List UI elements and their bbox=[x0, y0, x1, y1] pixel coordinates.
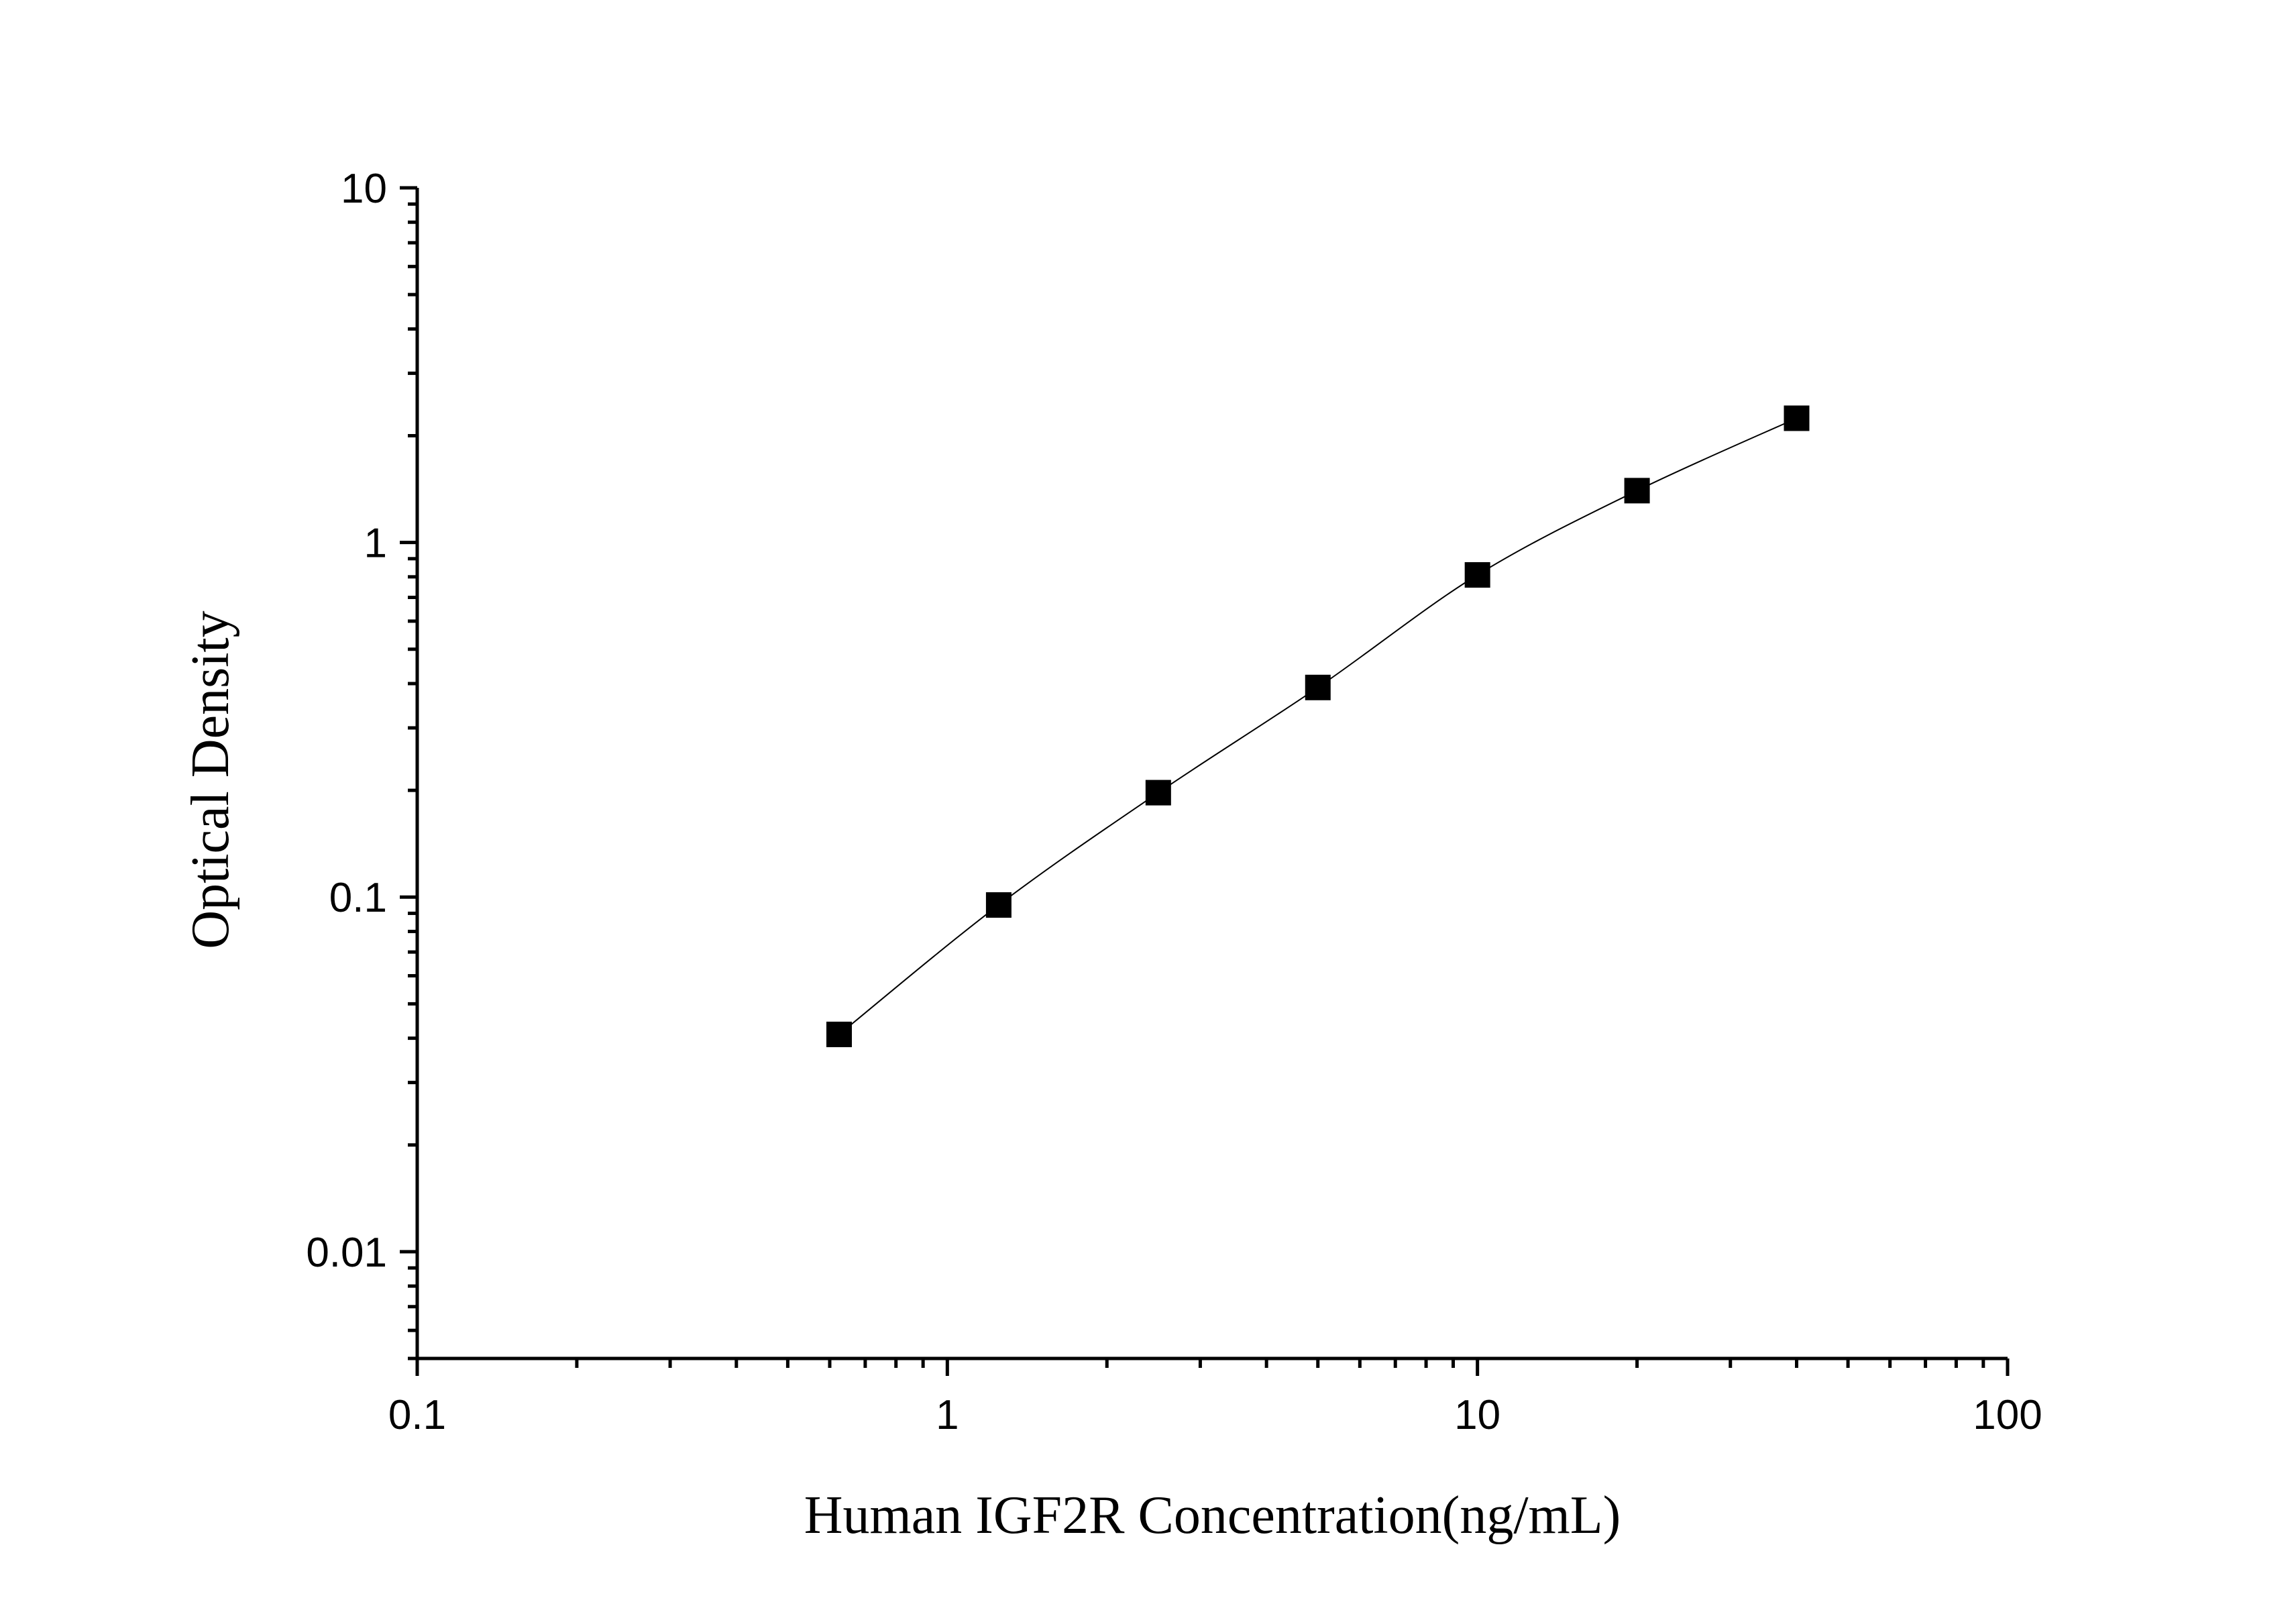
data-point bbox=[1784, 405, 1810, 431]
y-tick-label: 1 bbox=[364, 521, 387, 567]
y-tick-label: 0.1 bbox=[329, 875, 387, 921]
x-tick-label: 1 bbox=[936, 1392, 959, 1438]
axes bbox=[415, 188, 2008, 1360]
data-point bbox=[1145, 780, 1171, 806]
y-tick-label: 0.01 bbox=[306, 1230, 387, 1276]
y-tick-labels: 0.01 0.1 1 10 bbox=[306, 166, 387, 1276]
x-axis-title: Human IGF2R Concentration(ng/mL) bbox=[804, 1486, 1621, 1545]
y-ticks bbox=[400, 186, 417, 1360]
data-point bbox=[1624, 478, 1650, 504]
x-tick-label: 10 bbox=[1454, 1392, 1500, 1438]
x-tick-labels: 0.1 1 10 100 bbox=[388, 1392, 2042, 1438]
data-point bbox=[1464, 562, 1490, 588]
fit-curve bbox=[838, 417, 1797, 1035]
data-point bbox=[826, 1021, 853, 1047]
x-ticks bbox=[415, 1358, 2010, 1376]
x-tick-label: 0.1 bbox=[388, 1392, 446, 1438]
y-axis-title: Optical Density bbox=[181, 610, 240, 949]
x-tick-label: 100 bbox=[1973, 1392, 2042, 1438]
data-point bbox=[1305, 674, 1331, 700]
y-tick-label: 10 bbox=[341, 166, 387, 212]
data-markers bbox=[826, 405, 1810, 1047]
data-point bbox=[985, 892, 1012, 918]
